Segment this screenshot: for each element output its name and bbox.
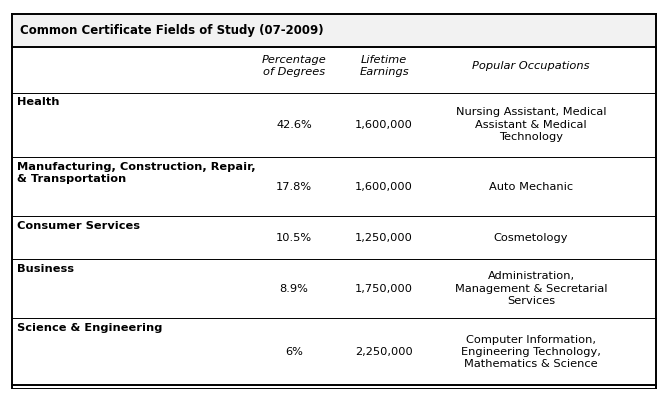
Text: Popular Occupations: Popular Occupations <box>472 61 590 71</box>
Text: 10.5%: 10.5% <box>276 233 312 243</box>
Text: Nursing Assistant, Medical
Assistant & Medical
Technology: Nursing Assistant, Medical Assistant & M… <box>456 107 607 142</box>
Text: 2,250,000: 2,250,000 <box>355 347 413 357</box>
Text: Manufacturing, Construction, Repair,
& Transportation: Manufacturing, Construction, Repair, & T… <box>17 162 255 184</box>
Text: 1,250,000: 1,250,000 <box>355 233 413 243</box>
Text: Computer Information,
Engineering Technology,
Mathematics & Science: Computer Information, Engineering Techno… <box>461 334 601 369</box>
Text: Consumer Services: Consumer Services <box>17 221 140 231</box>
Bar <box>12 14 656 47</box>
Text: 8.9%: 8.9% <box>279 284 309 294</box>
Text: Percentage
of Degrees: Percentage of Degrees <box>262 55 326 77</box>
Text: Business: Business <box>17 264 73 274</box>
Text: Science & Engineering: Science & Engineering <box>17 323 162 333</box>
Text: 1,600,000: 1,600,000 <box>355 120 413 130</box>
Text: Auto Mechanic: Auto Mechanic <box>489 182 573 192</box>
Text: Common Certificate Fields of Study (07-2009): Common Certificate Fields of Study (07-2… <box>20 24 324 37</box>
Text: Health: Health <box>17 97 59 107</box>
Text: 6%: 6% <box>285 347 303 357</box>
Text: Lifetime
Earnings: Lifetime Earnings <box>359 55 409 77</box>
Text: Cosmetology: Cosmetology <box>494 233 568 243</box>
Text: 42.6%: 42.6% <box>276 120 312 130</box>
Text: Administration,
Management & Secretarial
Services: Administration, Management & Secretarial… <box>455 271 607 306</box>
Text: 1,600,000: 1,600,000 <box>355 182 413 192</box>
Text: 1,750,000: 1,750,000 <box>355 284 413 294</box>
Text: 17.8%: 17.8% <box>276 182 312 192</box>
